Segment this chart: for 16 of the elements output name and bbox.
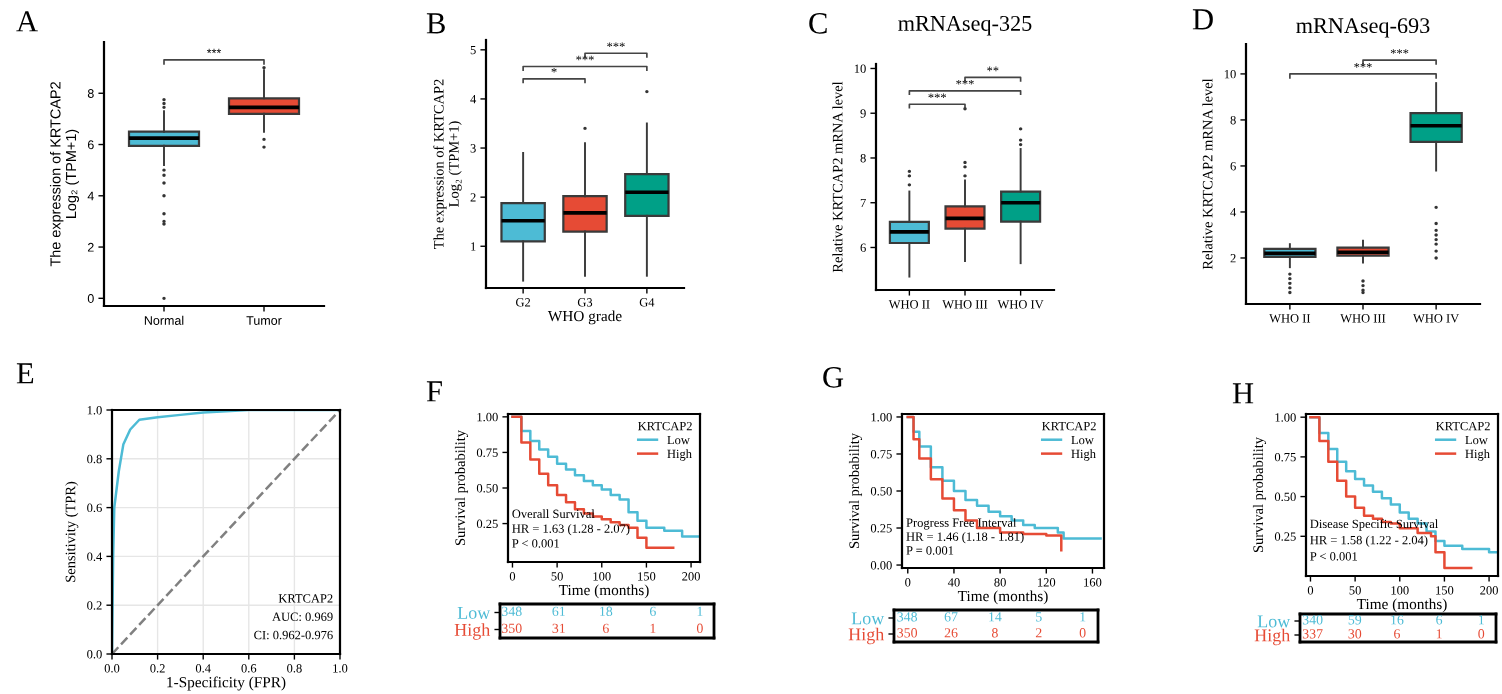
category-label: High — [454, 623, 491, 640]
text: E — [16, 363, 34, 384]
category-label: High — [1254, 628, 1291, 646]
text: C — [809, 13, 827, 34]
text: F — [426, 381, 442, 402]
chart-title: mRNAseq-325 — [898, 15, 1032, 36]
category-label: Low — [1257, 615, 1291, 628]
category-label: High — [848, 627, 885, 645]
text: B — [426, 13, 445, 34]
text: D — [1192, 9, 1213, 30]
chart-title: mRNAseq-693 — [1296, 18, 1430, 38]
text: H — [1232, 383, 1254, 404]
text: A — [16, 11, 38, 32]
category-label: Low — [851, 612, 885, 625]
text: G — [823, 367, 844, 388]
category-label: Low — [457, 606, 491, 619]
